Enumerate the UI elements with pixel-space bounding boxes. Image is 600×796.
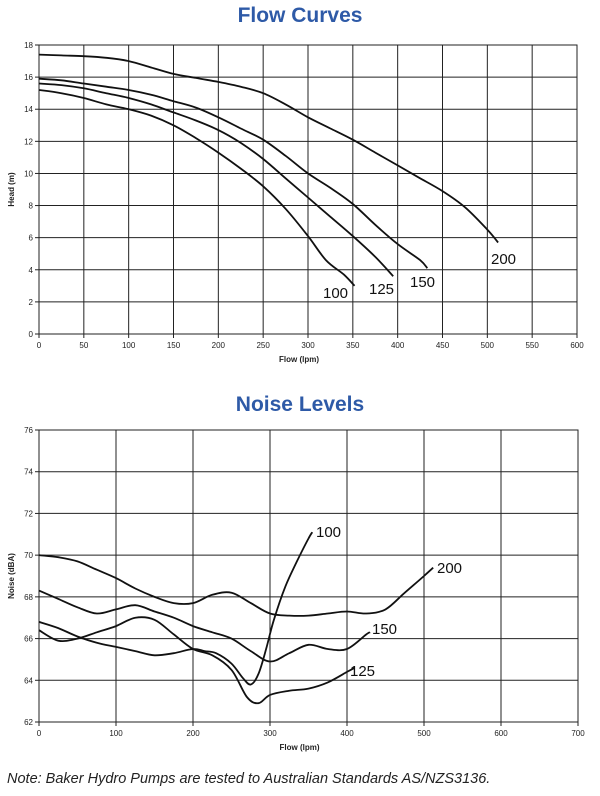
flow-ytick-label: 10 [24,169,33,178]
flow-series-line-125 [38,82,394,277]
noise-series-label-100: 100 [316,524,341,541]
flow-xtick-label: 600 [570,341,584,350]
flow-xtick-label: 350 [346,341,360,350]
flow-series-line-100 [38,89,356,287]
flow-xtick-label: 200 [212,341,226,350]
flow-series-line-200 [38,53,499,244]
flow-y-axis-label: Head (m) [7,172,16,207]
noise-y-axis-label: Noise (dBA) [7,553,16,599]
noise-x-axis-label: Flow (lpm) [280,743,320,752]
noise-plot-frame [38,429,579,723]
noise-ytick-label: 68 [24,593,33,602]
flow-x-axis-label: Flow (lpm) [279,355,319,364]
flow-ytick-label: 8 [29,202,34,211]
flow-series-label-125: 125 [369,281,394,298]
flow-ytick-label: 0 [29,330,34,339]
flow-series-label-150: 150 [410,274,435,291]
flow-xtick-label: 500 [481,341,495,350]
noise-series-line-150 [38,589,371,663]
noise-chart-title: Noise Levels [235,393,365,416]
flow-series-label-100: 100 [323,285,348,302]
noise-series-line-100 [38,531,314,686]
noise-ytick-label: 70 [24,551,33,560]
flow-xtick-label: 100 [122,341,136,350]
test-standard-note: Note: Baker Hydro Pumps are tested to Au… [7,771,491,787]
noise-xtick-label: 200 [186,729,200,738]
noise-xtick-label: 0 [37,729,42,738]
flow-ytick-label: 2 [29,298,34,307]
flow-xtick-label: 400 [391,341,405,350]
flow-xtick-label: 450 [436,341,450,350]
flow-ytick-label: 6 [29,234,34,243]
noise-xtick-label: 500 [417,729,431,738]
noise-series-line-125 [38,616,356,705]
noise-xtick-label: 400 [340,729,354,738]
flow-ytick-label: 18 [24,41,33,50]
noise-series-label-150: 150 [372,621,397,638]
flow-xtick-label: 300 [301,341,315,350]
flow-ytick-label: 14 [24,105,33,114]
noise-ytick-label: 66 [24,635,33,644]
noise-series-label-125: 125 [350,663,375,680]
noise-ytick-label: 74 [24,468,33,477]
flow-xtick-label: 0 [37,341,42,350]
noise-xtick-label: 600 [494,729,508,738]
noise-xtick-label: 100 [109,729,123,738]
flow-curves-chart: 0 2 4 6 8 10 12 14 16 18 0 50 100 150 200 250 300 350 400 4… [7,41,584,364]
noise-ytick-label: 62 [24,718,33,727]
flow-ytick-label: 4 [29,266,34,275]
flow-ytick-label: 12 [24,137,33,146]
noise-xtick-label: 700 [571,729,585,738]
noise-xtick-label: 300 [263,729,277,738]
flow-xtick-label: 50 [79,341,88,350]
noise-series-line-200 [38,554,434,617]
noise-ytick-label: 76 [24,426,33,435]
flow-xtick-label: 550 [525,341,539,350]
noise-levels-chart: 62 64 66 68 70 72 74 76 0 100 200 300 400 500 600 700 Fl… [7,426,585,752]
flow-plot-frame [38,44,578,335]
noise-ytick-label: 72 [24,509,33,518]
flow-ytick-label: 16 [24,73,33,82]
flow-series-line-150 [38,77,429,269]
noise-series-label-200: 200 [437,560,462,577]
flow-series-label-200: 200 [491,251,516,268]
flow-xtick-label: 250 [256,341,270,350]
flow-xtick-label: 150 [167,341,181,350]
noise-ytick-label: 64 [24,676,33,685]
flow-chart-title: Flow Curves [237,4,363,27]
